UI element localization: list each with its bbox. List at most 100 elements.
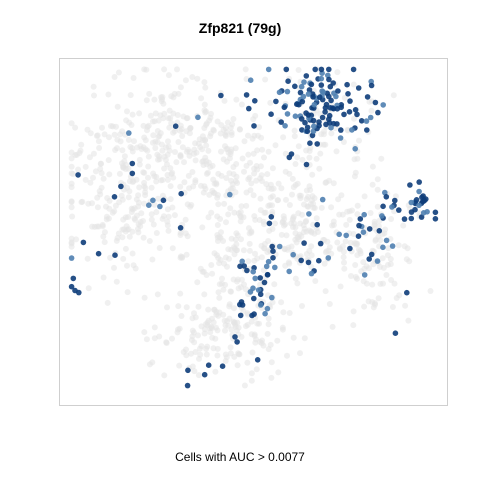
background-cell-point [308,229,315,236]
background-cell-point [318,204,325,211]
background-cell-point [85,200,92,207]
background-cell-point [333,148,340,155]
auc-positive-cell-point [257,291,264,298]
background-cell-point [228,129,235,136]
background-cell-point [292,275,299,282]
background-cell-point [199,268,206,275]
background-cell-point [379,255,386,262]
background-cell-point [234,180,241,186]
background-cell-point [128,209,135,215]
background-cell-point [192,157,199,164]
background-cell-point [201,330,208,337]
background-cell-point [96,145,103,151]
auc-positive-cell-point [328,97,334,104]
background-cell-point [91,223,98,230]
background-cell-point [340,139,347,145]
background-cell-point [78,141,85,148]
auc-positive-cell-point [310,117,317,124]
background-cell-point [160,100,167,107]
auc-positive-cell-point [347,245,353,252]
background-cell-point [368,107,375,114]
background-cell-point [191,150,198,157]
auc-positive-cell-point [68,255,75,261]
background-cell-point [237,218,244,225]
background-cell-point [214,118,221,125]
background-cell-point [189,363,196,370]
background-cell-point [183,352,190,359]
background-cell-point [205,147,212,154]
background-cell-point [282,262,289,269]
background-cell-point [200,158,207,164]
background-cell-point [321,260,328,267]
background-cell-point [243,162,250,169]
background-cell-point [116,170,123,177]
auc-positive-cell-point [285,78,291,84]
background-cell-point [114,145,120,152]
auc-positive-cell-point [251,123,257,129]
background-cell-point [122,245,129,252]
background-cell-point [235,324,242,331]
background-cell-point [190,329,197,336]
background-cell-point [165,72,172,79]
background-cell-point [231,353,238,360]
background-cell-point [112,202,119,209]
auc-positive-cell-point [282,123,288,129]
auc-positive-cell-point [129,170,136,177]
auc-positive-cell-point [205,362,212,369]
background-cell-point [252,112,259,119]
background-cell-point [375,295,382,302]
background-cell-point [320,131,327,138]
background-cell-point [404,245,411,252]
background-cell-point [251,170,258,177]
auc-positive-cell-point [326,66,332,73]
auc-positive-cell-point [322,105,329,111]
background-cell-point [218,229,224,236]
background-cell-point [375,223,382,230]
background-cell-point [68,180,75,187]
background-cell-point [405,317,412,324]
auc-positive-cell-point [250,268,256,275]
auc-positive-cell-point [358,118,365,124]
background-cell-point [214,222,221,228]
background-cell-point [278,299,285,306]
background-cell-point [146,238,153,244]
background-cell-point [295,236,302,243]
background-cell-point [308,243,315,250]
background-cell-point [98,160,104,167]
background-cell-point [226,315,233,322]
background-cell-point [334,69,341,76]
background-cell-point [142,185,149,191]
background-cell-point [236,351,243,358]
background-cell-point [258,340,265,347]
background-cell-point [400,222,407,229]
background-cell-point [121,153,128,160]
auc-positive-cell-point [301,240,307,246]
background-cell-point [133,196,140,203]
background-cell-point [129,148,136,155]
background-cell-point [269,165,276,172]
background-cell-point [142,137,149,144]
background-cell-point [100,233,107,240]
background-cell-point [108,123,114,129]
background-cell-point [198,95,205,102]
background-cell-point [177,254,184,261]
background-cell-point [297,350,303,357]
background-cell-point [164,176,171,183]
auc-positive-cell-point [416,179,423,185]
background-cell-point [229,185,236,192]
auc-positive-cell-point [298,83,305,90]
background-cell-point [151,335,158,342]
background-cell-point [215,312,222,319]
background-cell-point [136,161,143,168]
background-cell-point [142,192,149,199]
background-cell-point [69,213,76,220]
background-cell-point [172,149,178,155]
auc-positive-cell-point [298,257,304,264]
background-cell-point [258,254,265,261]
background-cell-point [136,184,143,191]
background-cell-point [177,84,184,91]
auc-positive-cell-point [343,232,350,239]
background-cell-point [68,120,75,127]
background-cell-point [105,157,112,164]
background-cell-point [145,153,152,160]
